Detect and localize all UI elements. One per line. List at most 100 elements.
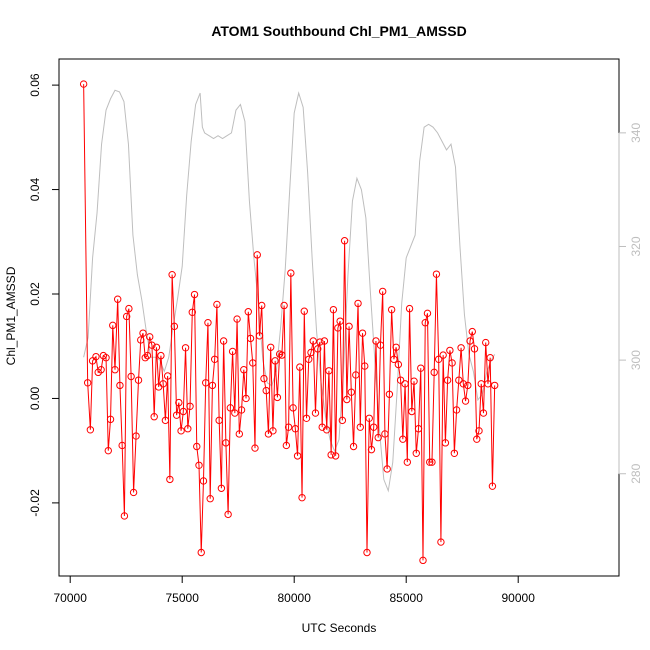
data-point-148	[417, 364, 425, 372]
data-point-178	[484, 380, 492, 388]
data-point-37	[168, 270, 176, 279]
data-point-109	[329, 305, 338, 314]
data-point-106	[322, 426, 331, 434]
data-point-128	[372, 337, 380, 345]
data-point-74	[251, 444, 259, 452]
data-point-35	[163, 372, 172, 380]
data-point-112	[336, 317, 344, 325]
data-point-121	[356, 423, 364, 431]
data-point-59	[217, 484, 226, 492]
data-point-107	[325, 367, 333, 375]
data-point-158	[439, 351, 447, 359]
data-point-173	[473, 435, 481, 443]
data-point-56	[210, 355, 219, 363]
data-point-119	[352, 371, 360, 379]
data-point-81	[266, 343, 275, 351]
data-point-54	[206, 495, 214, 503]
data-point-26	[143, 351, 152, 360]
data-point-87	[280, 301, 288, 310]
data-point-125	[365, 414, 373, 422]
data-point-70	[242, 394, 250, 403]
data-point-111	[334, 324, 342, 332]
data-point-40	[175, 398, 183, 407]
data-point-63	[226, 404, 235, 412]
data-point-50	[197, 548, 205, 557]
x-tick-label-0: 70000	[54, 591, 88, 605]
data-point-30	[152, 343, 161, 351]
data-point-166	[457, 344, 465, 352]
data-point-0	[79, 80, 88, 88]
data-point-83	[271, 357, 279, 365]
data-point-84	[273, 393, 282, 402]
data-point-164	[452, 406, 461, 414]
data-point-131	[378, 287, 387, 296]
data-point-76	[255, 332, 264, 340]
data-point-36	[166, 475, 174, 484]
x-tick-label-4: 90000	[502, 591, 536, 605]
data-point-44	[184, 425, 192, 433]
y-tick-label-3: 0.04	[28, 178, 42, 202]
data-point-174	[475, 427, 483, 435]
data-point-38	[170, 322, 179, 331]
y-axis-label: Chl_PM1_AMSSD	[4, 266, 18, 365]
data-point-27	[146, 333, 154, 341]
data-point-130	[376, 341, 385, 349]
data-point-154	[430, 368, 438, 377]
data-point-138	[394, 360, 403, 369]
data-point-24	[139, 329, 147, 337]
data-point-97	[302, 414, 311, 422]
data-point-163	[450, 449, 459, 457]
data-point-34	[161, 416, 170, 425]
data-point-114	[340, 237, 349, 245]
data-point-181	[490, 381, 499, 390]
data-point-48	[193, 442, 201, 451]
data-point-23	[137, 336, 145, 344]
data-point-160	[443, 376, 452, 384]
data-point-90	[287, 269, 295, 277]
data-point-133	[383, 465, 391, 473]
data-point-13	[113, 295, 122, 303]
data-point-1	[83, 379, 92, 387]
data-point-4	[92, 352, 100, 361]
data-point-78	[260, 374, 268, 383]
data-point-143	[405, 304, 414, 313]
data-point-139	[396, 376, 405, 384]
data-point-169	[464, 381, 472, 390]
data-point-82	[269, 427, 277, 435]
data-point-91	[289, 404, 297, 412]
x-tick-label-1: 75000	[166, 591, 200, 605]
data-point-17	[122, 312, 131, 321]
data-point-116	[345, 322, 353, 331]
x-axis-label: UTC Seconds	[302, 621, 377, 635]
data-point-176	[479, 409, 488, 417]
data-point-108	[327, 451, 335, 459]
data-point-179	[486, 354, 494, 362]
data-point-95	[298, 493, 306, 502]
data-point-20	[129, 488, 138, 497]
data-point-55	[208, 381, 217, 390]
data-point-51	[199, 477, 208, 485]
y-tick-label-2: 0.02	[28, 282, 42, 306]
data-point-73	[249, 359, 257, 367]
data-point-159	[441, 439, 450, 447]
data-point-12	[111, 366, 119, 374]
data-point-144	[408, 407, 416, 416]
data-point-155	[432, 270, 441, 278]
data-point-2	[86, 426, 95, 434]
data-point-8	[102, 354, 110, 362]
data-point-156	[434, 355, 443, 363]
series-line-left	[83, 84, 496, 561]
data-point-9	[104, 446, 112, 455]
data-point-16	[120, 512, 129, 520]
data-point-21	[132, 432, 140, 440]
data-point-88	[282, 441, 291, 450]
data-point-151	[423, 309, 432, 318]
y2-tick-label-1: 300	[629, 350, 643, 370]
data-point-149	[419, 556, 427, 565]
data-point-25	[141, 354, 149, 362]
y-tick-label-0: -0.02	[28, 489, 42, 517]
data-point-53	[204, 319, 212, 327]
data-point-32	[157, 351, 165, 360]
data-point-71	[244, 308, 252, 316]
data-point-167	[459, 380, 468, 388]
